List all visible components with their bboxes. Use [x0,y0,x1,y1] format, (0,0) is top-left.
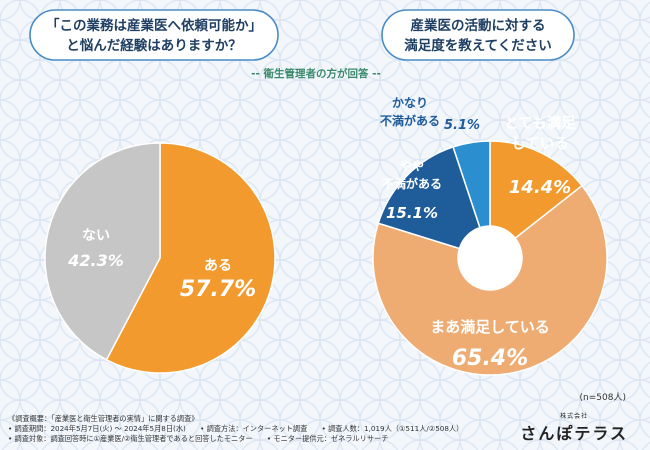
question-right-line2: 満足度を教えてください [404,37,551,54]
footer-period: • 調査期間：2024年5月7日(火) ～ 2024年5月8日(水) [8,424,186,433]
donut-label-very-dissatisfied: かなり [392,96,428,110]
question-left-line2: と悩んだ経験はありますか？ [66,37,242,54]
pie-left-label-no: ない [82,228,110,244]
brand-name: さんぽテラス [520,424,628,443]
footer-method: • 調査方法：インターネット調査 [200,424,308,433]
donut-chart-right: とても満足している14.4%まあ満足している65.4%やや不満がある15.1%か… [372,96,608,376]
brand-company-prefix: 株式会社 [560,413,589,420]
question-left-line1: 「この業務は産業医へ依頼可能か」 [46,17,262,34]
question-right-box [381,9,575,61]
footer-people: • 調査人数：1,019人（①511人/②508人） [321,424,464,433]
question-left-box [29,9,279,61]
pie-left-label-yes: ある [204,258,232,274]
pie-left-value-yes: 57.7% [180,277,256,302]
donut-value-very-satisfied: 14.4% [509,177,571,198]
survey-footer: 《調査概要：「産業医と衛生管理者の実情」に関する調査》 • 調査期間：2024年… [8,414,488,444]
donut-label-very-satisfied: とても満足 [504,114,576,132]
brand-logo: 株式会社 さんぽテラス [520,411,628,444]
donut-value-very-dissatisfied: 5.1% [444,118,480,133]
pie-chart-left: ある 57.7% ない 42.3% [44,142,276,374]
donut-value-somewhat-dissatisfied: 15.1% [386,204,438,222]
donut-label-very-satisfied-line2: している [511,136,569,153]
donut-label-somewhat-dissatisfied: やや [400,159,424,173]
pie-left-slice-yes [105,142,276,374]
pie-left-value-no: 42.3% [67,251,124,270]
donut-hole [458,226,522,290]
pie-left-slice-no [44,142,161,361]
subtitle: -- 衛生管理者の方が回答 -- [251,67,381,80]
footer-title: 《調査概要：「産業医と衛生管理者の実情」に関する調査》 [8,414,199,423]
sample-size-note: (n=508人) [579,393,626,403]
footer-provider: • モニター提供元：ゼネラルリサーチ [266,434,389,443]
donut-label-very-dissatisfied-line2: 不満がある [380,113,440,128]
question-right-line1: 産業医の活動に対する [411,17,546,34]
donut-label-somewhat-satisfied: まあ満足している [430,318,550,336]
donut-value-somewhat-satisfied: 65.4% [452,346,528,371]
donut-label-somewhat-dissatisfied-line2: 不満がある [382,176,442,191]
footer-target: • 調査対象：調査回答時に①産業医/②衛生管理者であると回答したモニター [8,434,253,443]
